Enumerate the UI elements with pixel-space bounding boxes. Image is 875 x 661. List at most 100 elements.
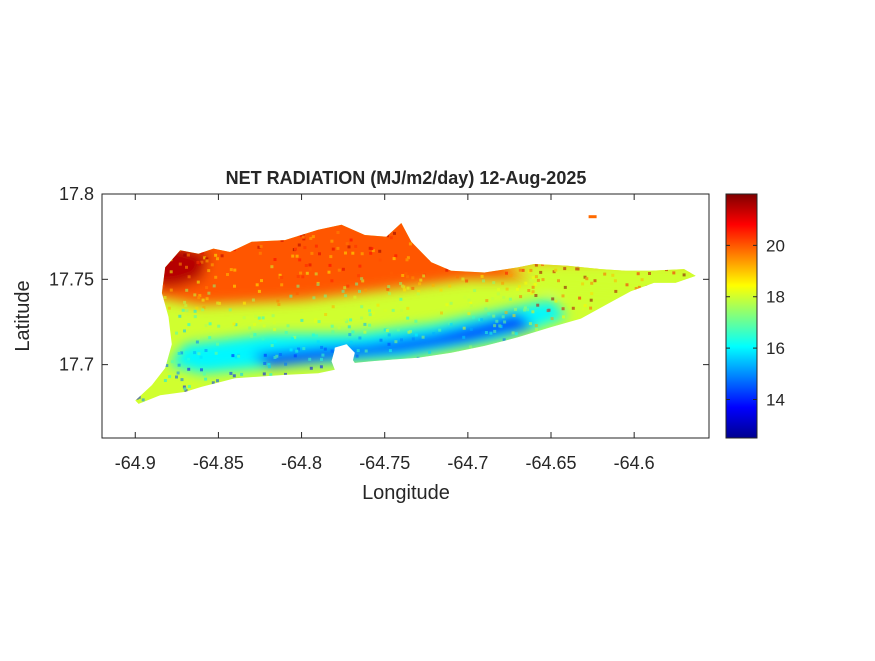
- field-cell: [215, 242, 219, 246]
- field-cell: [668, 308, 672, 311]
- field-cell: [670, 339, 674, 343]
- field-cell: [528, 322, 532, 326]
- field-cell: [408, 230, 412, 233]
- field-cell: [592, 250, 596, 254]
- field-cell: [640, 245, 644, 249]
- field-cell: [465, 279, 469, 283]
- field-cell: [137, 381, 141, 385]
- field-cell: [216, 301, 220, 305]
- field-cell: [296, 275, 300, 278]
- field-cell: [465, 265, 469, 269]
- field-cell: [138, 349, 142, 353]
- field-cell: [149, 337, 153, 341]
- field-cell: [251, 234, 254, 238]
- field-cell: [578, 231, 581, 235]
- field-cell: [138, 355, 142, 359]
- field-cell: [635, 252, 639, 256]
- field-cell: [216, 379, 219, 383]
- field-cell: [554, 299, 558, 303]
- field-cell: [555, 236, 559, 240]
- field-cell: [349, 238, 353, 242]
- field-cell: [217, 301, 221, 305]
- field-cell: [560, 344, 564, 348]
- field-cell: [178, 314, 182, 318]
- field-cell: [324, 397, 328, 401]
- field-cell: [406, 286, 410, 290]
- field-cell: [574, 252, 578, 256]
- field-cell: [411, 286, 415, 290]
- field-cell: [394, 254, 398, 258]
- field-cell: [669, 392, 673, 396]
- field-cell: [691, 288, 694, 292]
- field-cell: [551, 297, 555, 301]
- field-cell: [378, 258, 382, 262]
- x-tick-label: -64.7: [447, 453, 488, 473]
- field-cell: [591, 252, 594, 256]
- field-cell: [598, 369, 602, 373]
- field-cell: [606, 318, 610, 321]
- field-cell: [422, 274, 426, 278]
- colorbar-ticks: 14 16 18 20: [726, 236, 785, 409]
- field-cell: [665, 261, 669, 265]
- field-cell: [212, 393, 216, 397]
- field-cell: [464, 353, 468, 357]
- field-cell: [684, 283, 688, 287]
- field-cell: [204, 349, 208, 352]
- field-cell: [197, 336, 201, 339]
- field-cell: [360, 316, 364, 320]
- field-cell: [476, 397, 480, 401]
- field-cell: [419, 278, 423, 282]
- field-cell: [640, 245, 644, 249]
- field-cell: [687, 299, 691, 303]
- field-cell: [205, 257, 209, 261]
- field-cell: [497, 288, 500, 291]
- field-cell: [569, 377, 573, 380]
- field-cell: [512, 380, 516, 384]
- field-cell: [238, 398, 242, 402]
- field-cell: [469, 327, 473, 331]
- field-cell: [368, 246, 372, 250]
- field-cell: [579, 338, 583, 341]
- field-cell: [636, 288, 640, 292]
- field-cell: [530, 240, 534, 244]
- field-cell: [578, 338, 581, 342]
- field-cell: [310, 251, 314, 255]
- field-cell: [636, 272, 640, 276]
- field-cell: [200, 260, 204, 264]
- field-cell: [648, 342, 652, 346]
- field-cell: [545, 230, 549, 234]
- field-cell: [355, 354, 359, 358]
- field-cell: [341, 289, 345, 293]
- field-cell: [198, 392, 202, 396]
- field-cell: [163, 379, 167, 382]
- field-cell: [208, 336, 212, 340]
- field-cell: [216, 257, 219, 261]
- field-cell: [184, 389, 188, 393]
- field-cell: [269, 373, 273, 377]
- field-cell: [431, 355, 435, 359]
- field-cell: [684, 235, 688, 238]
- field-cell: [652, 324, 656, 328]
- field-cell: [678, 381, 682, 385]
- field-cell: [466, 359, 470, 363]
- field-cell: [432, 332, 436, 336]
- field-cell: [262, 372, 266, 376]
- field-cell: [198, 294, 202, 298]
- field-cell: [180, 378, 184, 382]
- field-cell: [253, 322, 257, 326]
- field-cell: [317, 320, 321, 324]
- field-cell: [533, 282, 537, 286]
- field-cell: [510, 349, 514, 352]
- field-cell: [168, 398, 172, 402]
- field-cell: [680, 365, 684, 369]
- field-cell: [587, 333, 591, 337]
- field-cell: [667, 371, 671, 375]
- field-cell: [368, 313, 372, 317]
- field-cell: [418, 282, 422, 286]
- field-cell: [572, 395, 576, 399]
- field-cell: [542, 231, 546, 235]
- field-cell: [216, 342, 219, 346]
- field-cell: [273, 356, 277, 359]
- field-cell: [177, 363, 181, 367]
